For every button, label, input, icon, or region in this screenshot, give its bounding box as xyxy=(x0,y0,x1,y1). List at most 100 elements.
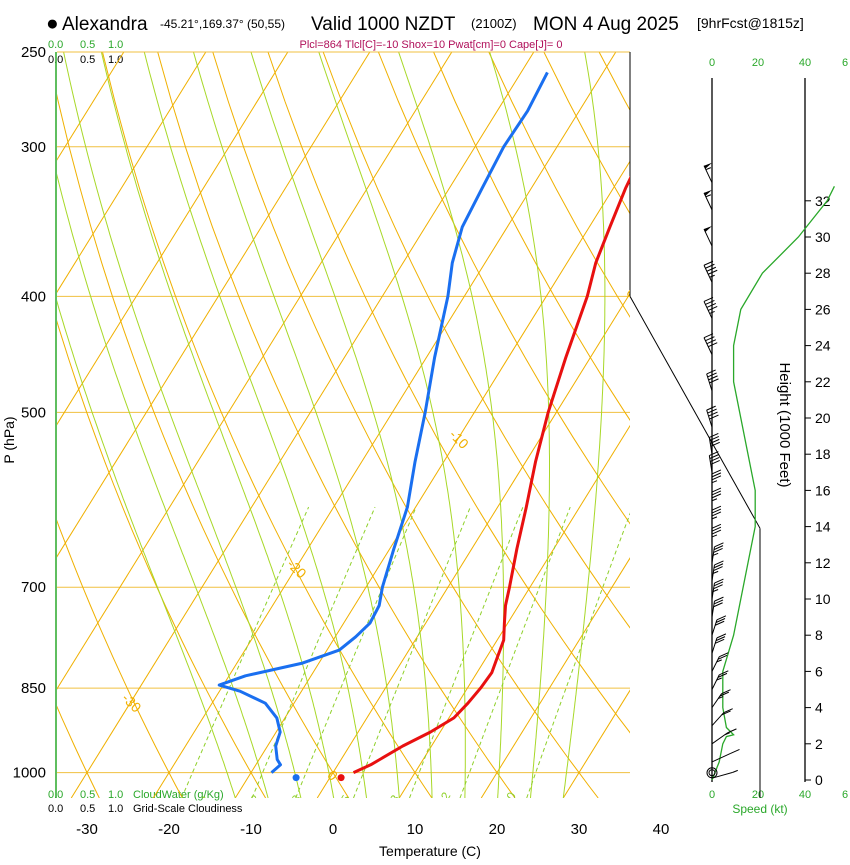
mixing-ratio-line xyxy=(252,507,375,798)
mixing-ratio-line xyxy=(354,507,471,798)
wind-barb-flag xyxy=(709,412,718,416)
moist-adiabat-line xyxy=(563,52,605,798)
height-tick-label: 30 xyxy=(815,229,831,245)
forecast-date: MON 4 Aug 2025 xyxy=(533,14,679,35)
wind-barb-flag xyxy=(731,749,740,753)
cloudiness-tick: 0.5 xyxy=(80,803,95,815)
wind-barb xyxy=(704,261,717,282)
height-tick-label: 0 xyxy=(815,772,823,788)
height-tick-label: 12 xyxy=(815,555,831,571)
cloudiness-label: Grid-Scale Cloudiness xyxy=(133,803,243,815)
mixing-ratio-label: 3 xyxy=(289,792,305,805)
wind-barb-flag xyxy=(708,343,717,347)
speed-tick: 40 xyxy=(799,789,811,801)
mixing-ratio-label: 12 xyxy=(435,789,454,808)
pressure-tick-label: 500 xyxy=(21,404,46,421)
wind-barb-staff xyxy=(704,265,712,282)
cloudwater-tick: 1.0 xyxy=(108,789,123,801)
temperature-tick-label: 0 xyxy=(329,821,337,838)
height-axis-label: Height (1000 Feet) xyxy=(776,362,793,487)
isotherm-line xyxy=(0,52,124,798)
wind-barb-flag xyxy=(707,370,716,374)
pressure-tick-label: 700 xyxy=(21,579,46,596)
wind-barb-flag xyxy=(707,303,716,307)
wind-barb xyxy=(712,488,721,508)
wind-barb-flag xyxy=(709,415,718,419)
height-tick-label: 26 xyxy=(815,301,831,317)
temperature-tick-label: -20 xyxy=(158,821,180,838)
dry-adiabat-line xyxy=(489,52,850,798)
wind-barb-half-flag xyxy=(712,481,717,483)
moist-adiabat-line xyxy=(30,52,268,798)
pressure-tick-label: 300 xyxy=(21,139,46,156)
moist-adiabat-line xyxy=(319,52,466,798)
isotherm-label: -30 xyxy=(119,690,145,716)
wind-barb xyxy=(712,634,726,653)
height-tick-label: 22 xyxy=(815,374,831,390)
speed-tick: 40 xyxy=(799,57,811,69)
wind-barb xyxy=(712,506,721,526)
wind-barb-flag xyxy=(709,376,718,380)
height-tick-label: 24 xyxy=(815,338,831,354)
temperature-profile-line xyxy=(354,72,682,772)
wind-barb-flag xyxy=(708,270,717,274)
wind-barb-flag xyxy=(705,264,714,268)
height-tick-label: 2 xyxy=(815,736,823,752)
mixing-ratio-label: 20 xyxy=(500,789,519,808)
wind-barb-half-flag xyxy=(706,168,711,170)
forecast-run: [9hrFcst@1815z] xyxy=(697,15,804,31)
cloudwater-tick: 0.0 xyxy=(48,39,63,51)
pressure-tick-label: 850 xyxy=(21,680,46,697)
height-tick-label: 16 xyxy=(815,482,831,498)
x-axis-label: Temperature (C) xyxy=(379,843,481,859)
wind-barb-half-flag xyxy=(712,517,717,519)
cloudiness-tick: 0.0 xyxy=(48,803,63,815)
dry-adiabat-line xyxy=(544,52,850,798)
mixing-ratio-label: 2 xyxy=(248,792,264,805)
temperature-tick-label: 40 xyxy=(653,821,670,838)
wind-barb xyxy=(712,543,723,563)
wind-barb-flag xyxy=(719,671,728,675)
wind-barb-flag xyxy=(707,406,716,410)
cloudwater-tick: 0.5 xyxy=(80,39,95,51)
wind-barb xyxy=(712,579,723,599)
wind-barb xyxy=(709,452,719,473)
isotherm-label: -10 xyxy=(446,426,472,452)
height-tick-label: 18 xyxy=(815,446,831,462)
cloudiness-tick: 1.0 xyxy=(108,803,123,815)
isotherm-label: 30 xyxy=(731,501,753,523)
isotherm-label: -20 xyxy=(284,556,310,582)
dry-adiabat-line xyxy=(599,52,850,798)
wind-barb-half-flag xyxy=(712,499,717,501)
dry-adiabat-line xyxy=(47,52,348,798)
wind-barb-flag xyxy=(709,379,718,383)
station-name: Alexandra xyxy=(62,14,148,35)
speed-tick: 0 xyxy=(709,57,715,69)
wind-barb xyxy=(712,561,723,581)
dry-adiabat-line xyxy=(268,52,681,798)
speed-tick: 20 xyxy=(752,57,764,69)
height-tick-label: 6 xyxy=(815,663,823,679)
mixing-ratio-label: 5 xyxy=(338,792,354,805)
dry-adiabat-line xyxy=(158,52,515,798)
temperature-tick-label: -10 xyxy=(240,821,262,838)
isotherm-label: 10 xyxy=(795,132,817,154)
cloud-scale-bottom: 0.0 0.5 1.0 CloudWater (g/Kg) 0.0 0.5 1.… xyxy=(48,789,243,815)
wind-barb-pennant xyxy=(704,226,712,232)
wind-barb xyxy=(712,524,721,544)
wind-barb-flag xyxy=(705,337,714,341)
temperature-tick-label: 10 xyxy=(407,821,424,838)
valid-utc: (2100Z) xyxy=(471,16,517,31)
wind-barb xyxy=(704,190,712,210)
wind-barb xyxy=(712,709,733,726)
height-tick-label: 8 xyxy=(815,627,823,643)
isotherm-line xyxy=(235,52,698,798)
station-location: -45.21°,169.37° (50,55) xyxy=(160,17,285,31)
wind-barb xyxy=(704,297,717,318)
wind-barb-flag xyxy=(705,300,714,304)
wind-barb xyxy=(712,690,731,708)
height-tick-label: 4 xyxy=(815,700,823,716)
